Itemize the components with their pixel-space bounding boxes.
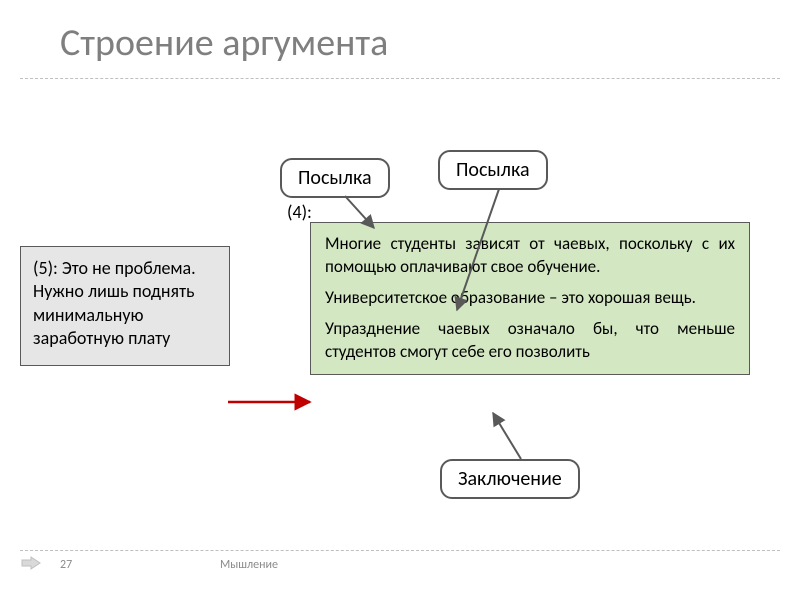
argument-box: Многие студенты зависят от чаевых, поско… xyxy=(310,222,750,375)
premise-text-1: Многие студенты зависят от чаевых, поско… xyxy=(325,233,735,279)
divider-bottom xyxy=(20,550,780,551)
divider-top xyxy=(20,78,780,79)
page-title: Строение аргумента xyxy=(60,20,388,66)
footer-text: Мышление xyxy=(220,558,278,572)
conclusion-text: Упразднение чаевых означало бы, что мень… xyxy=(325,318,735,364)
premise-bubble-2: Посылка xyxy=(438,150,548,190)
conclusion-bubble: Заключение xyxy=(440,459,580,499)
nav-arrow-icon[interactable] xyxy=(20,555,42,571)
connector-conclusion xyxy=(493,413,521,459)
premise-bubble-1: Посылка xyxy=(280,158,390,198)
slide: Строение аргумента Посылка Посылка (4): … xyxy=(0,0,800,600)
premise-text-2: Университетское образование – это хороша… xyxy=(325,287,735,310)
label-4: (4): xyxy=(287,201,312,223)
counter-argument-box: (5): Это не проблема. Нужно лишь поднять… xyxy=(20,246,230,366)
page-number: 27 xyxy=(60,558,72,572)
